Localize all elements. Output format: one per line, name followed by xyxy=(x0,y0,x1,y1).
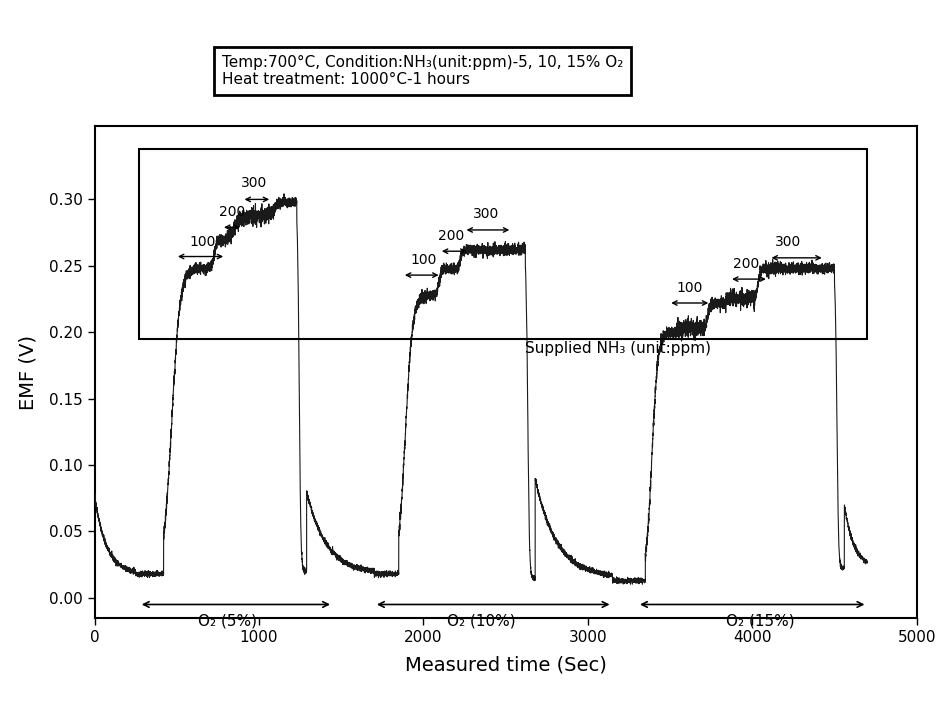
Text: 100: 100 xyxy=(190,234,216,249)
Text: 300: 300 xyxy=(472,206,498,220)
Y-axis label: EMF (V): EMF (V) xyxy=(19,335,38,409)
Text: 200: 200 xyxy=(438,230,464,243)
Bar xyxy=(139,149,867,339)
X-axis label: Measured time (Sec): Measured time (Sec) xyxy=(404,656,606,675)
Text: 200: 200 xyxy=(732,257,758,271)
Text: 300: 300 xyxy=(774,234,801,249)
Text: 100: 100 xyxy=(676,281,702,295)
Text: O₂ (15%): O₂ (15%) xyxy=(725,614,794,629)
Text: 200: 200 xyxy=(218,205,244,219)
Text: 300: 300 xyxy=(241,176,267,190)
Text: Temp:700°C, Condition:NH₃(unit:ppm)-5, 10, 15% O₂
Heat treatment: 1000°C-1 hours: Temp:700°C, Condition:NH₃(unit:ppm)-5, 1… xyxy=(222,55,623,87)
Text: O₂ (5%): O₂ (5%) xyxy=(198,614,257,629)
Text: 100: 100 xyxy=(410,253,436,267)
Text: O₂ (10%): O₂ (10%) xyxy=(447,614,514,629)
Text: Supplied NH₃ (unit:ppm): Supplied NH₃ (unit:ppm) xyxy=(525,341,711,356)
